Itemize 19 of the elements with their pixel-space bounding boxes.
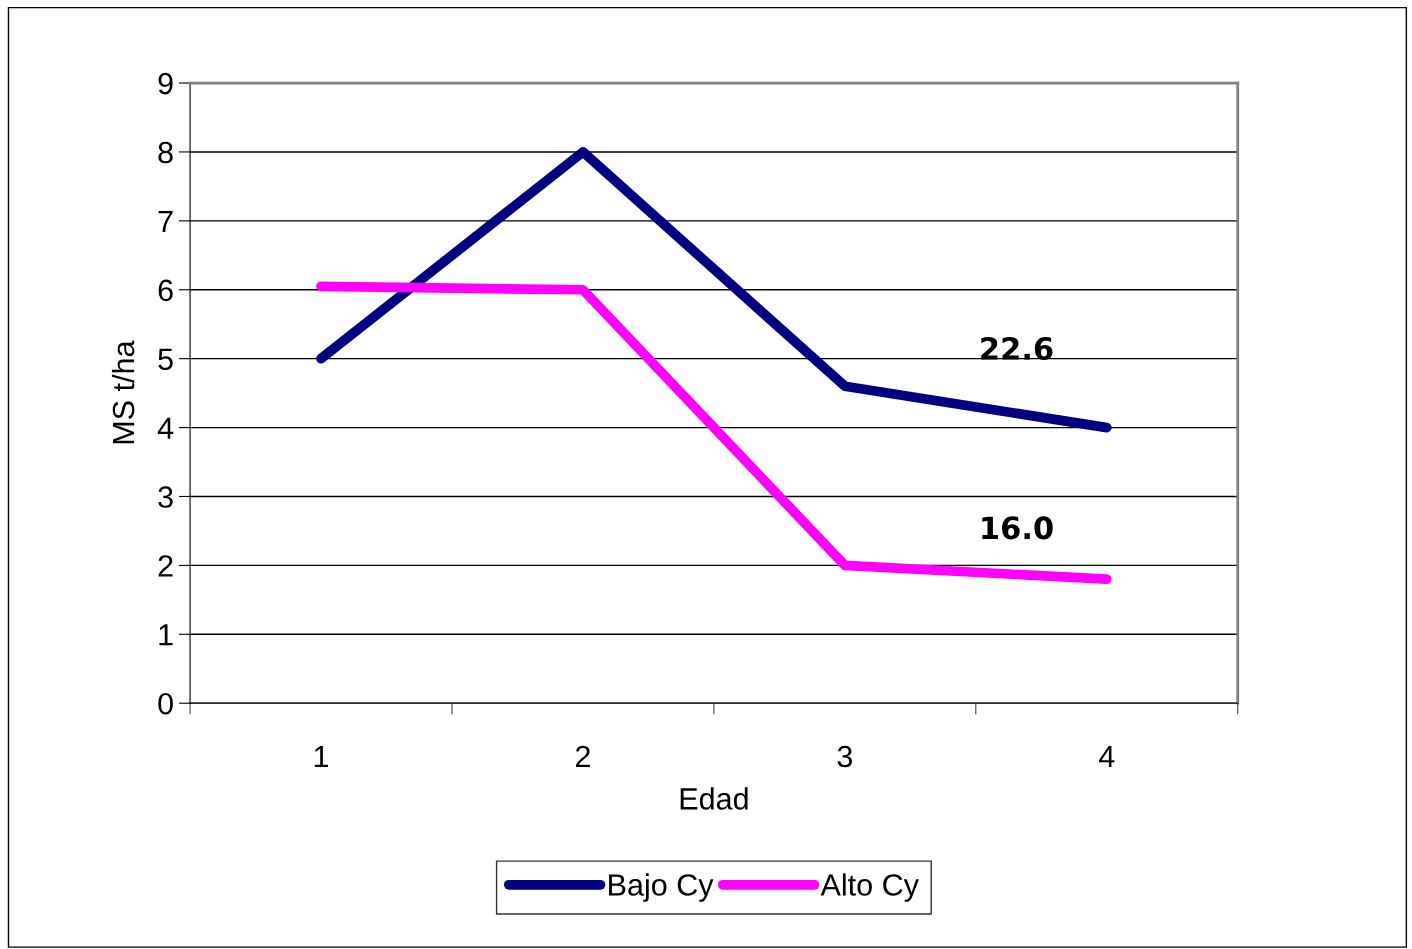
- y-tick-label: 1: [159, 624, 173, 646]
- legend-label: Alto Cy: [820, 873, 919, 902]
- y-tick-label: 0: [158, 692, 173, 715]
- y-tick-label: 4: [157, 417, 174, 439]
- x-tick-label: 3: [837, 745, 853, 768]
- annotation: 16.0: [982, 516, 1053, 540]
- legend-label: Bajo Cy: [609, 873, 714, 902]
- y-axis-title: MS t/ha: [111, 340, 135, 444]
- x-tick-label: 4: [1099, 746, 1115, 768]
- y-tick-label: 2: [158, 555, 173, 577]
- y-tick-label: 8: [158, 141, 173, 164]
- x-tick-label: 1: [314, 746, 329, 768]
- y-tick-label: 6: [158, 279, 173, 302]
- x-axis-title: Edad: [680, 787, 748, 810]
- x-tick-label: 2: [575, 745, 590, 768]
- y-tick-label: 5: [158, 348, 173, 371]
- y-tick-label: 7: [158, 210, 173, 232]
- y-tick-label: 9: [158, 72, 173, 95]
- y-tick-label: 3: [158, 486, 173, 508]
